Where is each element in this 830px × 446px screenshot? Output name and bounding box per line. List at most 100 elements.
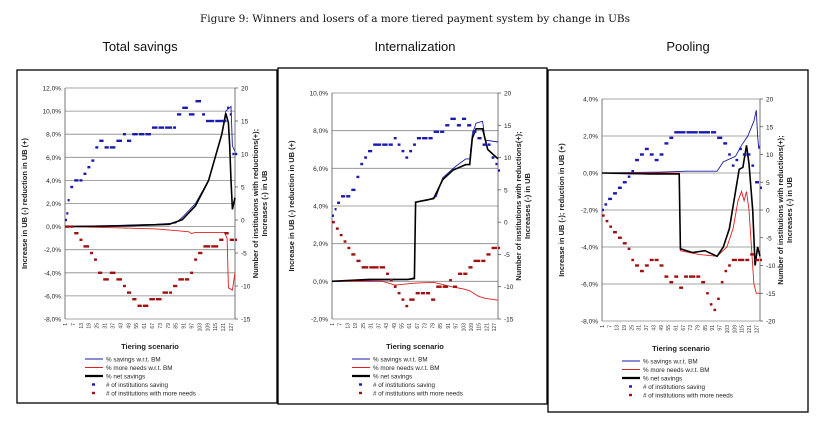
y-tick-label: -2,0%: [311, 317, 328, 324]
series-marker-3: [151, 126, 158, 129]
y-axis-title: Increase in UB (-) reduction in UB (+): [287, 140, 296, 272]
y2-tick-label: 5: [766, 180, 770, 187]
series-line-2: [64, 113, 236, 228]
series-marker-4: [149, 298, 155, 301]
series-marker-3: [461, 117, 467, 121]
x-tick-label: 43: [651, 325, 657, 331]
legend-label: % more needs w.r.t. BM: [106, 365, 173, 372]
panel-title-pooling: Pooling: [666, 39, 710, 54]
series-marker-3: [104, 146, 109, 149]
series-marker-4: [717, 297, 720, 300]
x-axis-title: Tiering scenario: [652, 344, 710, 353]
y2-tick-label: -15: [241, 317, 251, 324]
series-marker-4: [728, 264, 731, 267]
series-marker-3: [83, 172, 87, 175]
y2-tick-label: 0: [766, 208, 770, 215]
series-marker-4: [122, 284, 126, 288]
x-tick-label: 43: [384, 323, 390, 329]
series-marker-3: [229, 113, 232, 116]
series-marker-3: [635, 158, 639, 162]
series-marker-3: [482, 143, 487, 146]
y-tick-label: 6,0%: [46, 155, 61, 162]
x-tick-label: 31: [103, 323, 109, 329]
series-marker-3: [747, 153, 751, 156]
y2-tick-label: 15: [504, 123, 512, 130]
legend-swatch-3: [629, 385, 632, 388]
x-tick-label: 43: [118, 323, 124, 329]
series-marker-3: [477, 137, 482, 140]
series-marker-3: [413, 143, 416, 146]
series-marker-4: [706, 292, 709, 295]
series-marker-3: [341, 195, 346, 198]
y-tick-label: 8,0%: [313, 128, 328, 135]
series-marker-3: [622, 181, 627, 184]
series-marker-4: [379, 266, 386, 269]
series-marker-3: [215, 119, 224, 123]
series-marker-3: [617, 186, 622, 189]
y-tick-label: 0,0%: [583, 171, 598, 178]
series-marker-4: [393, 285, 397, 288]
series-marker-3: [604, 203, 608, 206]
series-marker-3: [659, 153, 664, 156]
series-marker-3: [498, 169, 500, 172]
series-marker-4: [720, 280, 724, 284]
series-marker-3: [206, 119, 215, 123]
series-marker-4: [90, 251, 93, 255]
series-marker-4: [674, 275, 679, 278]
series-marker-3: [65, 218, 67, 222]
y-tick-label: -8,0%: [44, 317, 61, 324]
series-marker-3: [644, 147, 649, 151]
y2-tick-label: 10: [504, 155, 512, 162]
series-marker-4: [369, 266, 379, 269]
series-marker-3: [165, 126, 173, 129]
y-tick-label: 12,0%: [43, 86, 62, 93]
y-tick-label: -6,0%: [581, 282, 598, 289]
series-marker-4: [126, 291, 132, 294]
x-tick-label: 1: [600, 325, 606, 328]
x-tick-label: 79: [696, 325, 702, 331]
legend-label: % more needs w.r.t. BM: [373, 365, 440, 372]
series-marker-4: [701, 280, 706, 284]
x-tick-label: 1: [330, 323, 336, 326]
y-tick-label: -6,0%: [44, 293, 61, 300]
series-marker-4: [425, 291, 431, 295]
series-marker-4: [235, 238, 237, 241]
x-tick-label: 91: [710, 325, 716, 331]
x-tick-label: 91: [182, 323, 188, 329]
legend-label: # of institutions saving: [643, 384, 705, 391]
x-tick-label: 37: [376, 323, 382, 329]
series-marker-4: [688, 275, 696, 278]
series-marker-3: [356, 175, 360, 179]
series-marker-4: [659, 264, 664, 267]
series-marker-4: [649, 258, 654, 262]
series-marker-3: [649, 153, 654, 156]
series-marker-3: [717, 136, 723, 140]
y2-tick-label: -15: [766, 291, 776, 298]
series-marker-4: [347, 246, 351, 250]
x-tick-label: 67: [415, 323, 421, 329]
legend-label: # of institutions with more needs: [106, 391, 196, 398]
legend-label: % net savings: [373, 374, 412, 381]
series-marker-4: [684, 275, 688, 278]
x-tick-label: 31: [637, 325, 643, 331]
series-marker-4: [486, 253, 491, 256]
y-tick-label: 4,0%: [583, 97, 598, 104]
series-marker-3: [70, 185, 74, 189]
series-marker-4: [162, 291, 169, 294]
series-marker-4: [622, 242, 627, 245]
y-tick-label: 0,0%: [313, 279, 328, 286]
y-tick-label: 4,0%: [313, 204, 328, 211]
x-tick-label: 109: [732, 325, 738, 334]
x-tick-label: 85: [703, 325, 709, 331]
series-marker-3: [364, 156, 368, 159]
y2-tick-label: 0: [241, 218, 245, 225]
x-axis-title: Tiering scenario: [386, 342, 444, 351]
series-marker-3: [735, 158, 739, 162]
series-marker-3: [360, 162, 364, 166]
x-tick-label: 127: [754, 325, 760, 334]
series-line-2: [601, 145, 761, 266]
x-tick-label: 91: [446, 323, 452, 329]
y2-tick-label: 5: [241, 185, 245, 192]
series-marker-4: [639, 269, 644, 273]
